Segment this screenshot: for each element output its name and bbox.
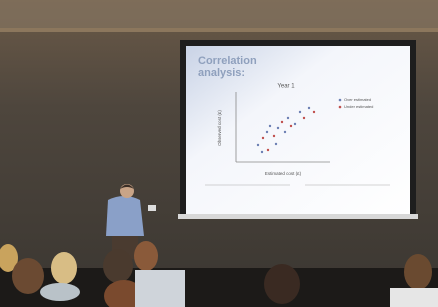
ceiling-edge	[0, 28, 438, 32]
page: {"slide": {"title_line1": "Correlation",…	[0, 0, 438, 307]
x-axis-label: Estimated cost (£)	[265, 171, 302, 176]
scene: Correlation analysis: Year 1 Observed co…	[0, 0, 438, 307]
y-axis-label: Observed cost (£)	[217, 110, 222, 146]
chart-title: Year 1	[277, 84, 295, 90]
ceiling	[0, 0, 438, 28]
slide-title: analysis:	[198, 67, 245, 79]
legend-label: Over estimated	[344, 97, 371, 102]
legend-label: Under estimated	[344, 104, 373, 109]
legend-swatch	[339, 99, 342, 102]
legend-swatch	[339, 106, 342, 109]
slide-title: Correlation	[198, 55, 257, 67]
screen-bar	[178, 214, 418, 219]
